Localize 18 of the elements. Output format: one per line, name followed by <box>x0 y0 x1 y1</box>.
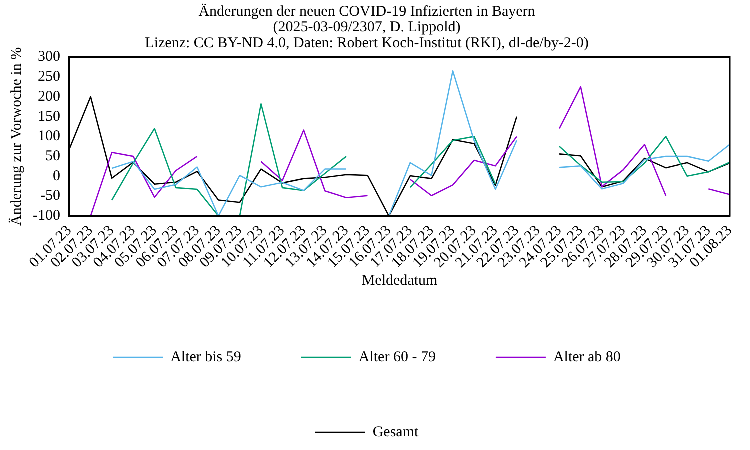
y-tick-label: 100 <box>38 128 60 145</box>
legend-label: Gesamt <box>372 424 420 440</box>
y-tick-label: 200 <box>38 88 60 105</box>
y-tick-label: 300 <box>38 49 60 66</box>
y-axis-title: Änderung zur Vorwoche in % <box>8 47 25 226</box>
y-tick-label: 150 <box>38 108 60 125</box>
y-tick-label: -100 <box>32 208 60 224</box>
text: Änderungen der neuen COVID-19 Infizierten in Bayern <box>198 4 536 20</box>
legend-label: Alter ab 80 <box>553 349 621 366</box>
text: (2025-03-09/2307, D. Lippold) <box>273 20 461 36</box>
legend-label: Alter bis 59 <box>170 349 242 366</box>
text: Lizenz: CC BY-ND 4.0, Daten: Robert Koch-Institut (RKI), dl-de/by-2-0) <box>145 35 589 52</box>
y-tick-label: 50 <box>45 148 60 164</box>
x-axis-title: Meldedatum <box>362 272 438 289</box>
y-tick-label: 250 <box>38 69 60 86</box>
y-tick-label: -50 <box>40 188 60 204</box>
legend-label: Alter 60 - 79 <box>358 349 436 366</box>
y-tick-label: 0 <box>52 168 60 184</box>
